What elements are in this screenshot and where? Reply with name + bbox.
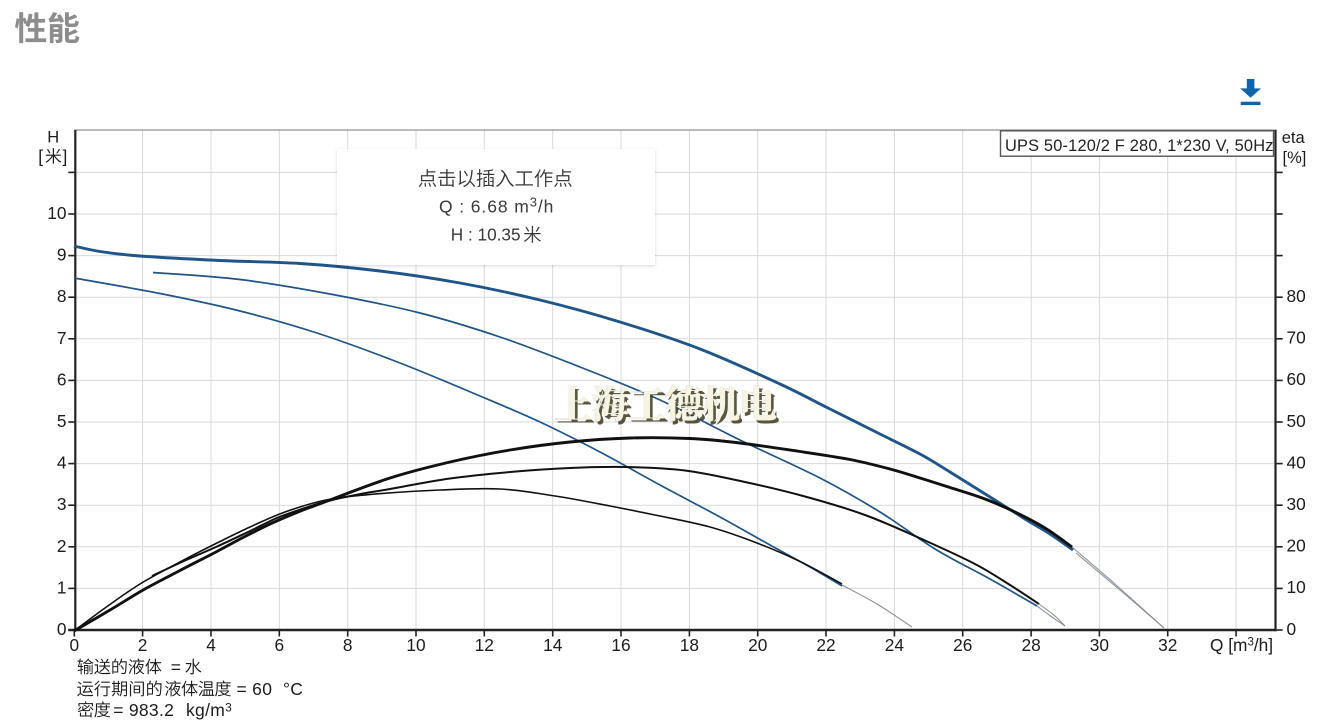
svg-text:UPS 50-120/2 F 280, 1*230 V, 5: UPS 50-120/2 F 280, 1*230 V, 50Hz bbox=[1005, 137, 1274, 155]
svg-text:8: 8 bbox=[57, 286, 67, 306]
svg-text:30: 30 bbox=[1090, 635, 1109, 655]
svg-text:2: 2 bbox=[57, 536, 67, 556]
svg-text:9: 9 bbox=[57, 245, 67, 265]
svg-text:30: 30 bbox=[1287, 494, 1306, 514]
svg-text:14: 14 bbox=[543, 635, 563, 655]
svg-text:6: 6 bbox=[274, 635, 284, 655]
svg-text:4: 4 bbox=[57, 453, 67, 473]
svg-text:]: ] bbox=[63, 146, 68, 166]
svg-text:3: 3 bbox=[57, 494, 67, 514]
svg-text:[: [ bbox=[38, 146, 43, 166]
svg-text:60: 60 bbox=[1287, 369, 1306, 389]
svg-text:24: 24 bbox=[885, 635, 905, 655]
svg-text:H : 10.35: H : 10.35 bbox=[451, 225, 521, 245]
svg-text:[%]: [%] bbox=[1283, 149, 1307, 167]
svg-text:Q : 6.68 m3/h: Q : 6.68 m3/h bbox=[439, 195, 554, 217]
svg-text:8: 8 bbox=[343, 635, 353, 655]
svg-text:18: 18 bbox=[680, 635, 699, 655]
svg-text:0: 0 bbox=[1287, 619, 1297, 639]
svg-text:10: 10 bbox=[47, 203, 66, 223]
svg-text:7: 7 bbox=[57, 328, 67, 348]
svg-text:10: 10 bbox=[1287, 577, 1306, 597]
svg-text:= 983.2: = 983.2 bbox=[113, 700, 174, 720]
svg-text:40: 40 bbox=[1287, 452, 1306, 472]
svg-text:2: 2 bbox=[138, 635, 148, 655]
svg-text:Q [m3/h]: Q [m3/h] bbox=[1210, 635, 1273, 655]
svg-text:70: 70 bbox=[1287, 328, 1306, 348]
svg-text:= 60: = 60 bbox=[237, 679, 273, 699]
svg-text:6: 6 bbox=[57, 369, 67, 389]
svg-text:10: 10 bbox=[406, 635, 425, 655]
svg-text:=: = bbox=[171, 657, 182, 677]
svg-text:0: 0 bbox=[57, 619, 67, 639]
svg-text:28: 28 bbox=[1021, 635, 1040, 655]
svg-text:80: 80 bbox=[1287, 286, 1306, 306]
svg-text:5: 5 bbox=[57, 411, 67, 431]
svg-text:°C: °C bbox=[283, 679, 303, 699]
svg-text:4: 4 bbox=[206, 635, 216, 655]
svg-text:22: 22 bbox=[816, 635, 835, 655]
svg-text:1: 1 bbox=[57, 577, 67, 597]
svg-text:20: 20 bbox=[748, 635, 767, 655]
svg-text:26: 26 bbox=[953, 635, 972, 655]
svg-text:kg/m3: kg/m3 bbox=[186, 700, 232, 720]
svg-text:eta: eta bbox=[1282, 129, 1306, 147]
svg-text:16: 16 bbox=[611, 635, 630, 655]
svg-text:32: 32 bbox=[1158, 635, 1177, 655]
svg-text:12: 12 bbox=[475, 635, 494, 655]
svg-text:50: 50 bbox=[1287, 411, 1306, 431]
svg-text:20: 20 bbox=[1287, 536, 1306, 556]
svg-text:0: 0 bbox=[69, 635, 79, 655]
svg-text:H: H bbox=[47, 129, 59, 147]
